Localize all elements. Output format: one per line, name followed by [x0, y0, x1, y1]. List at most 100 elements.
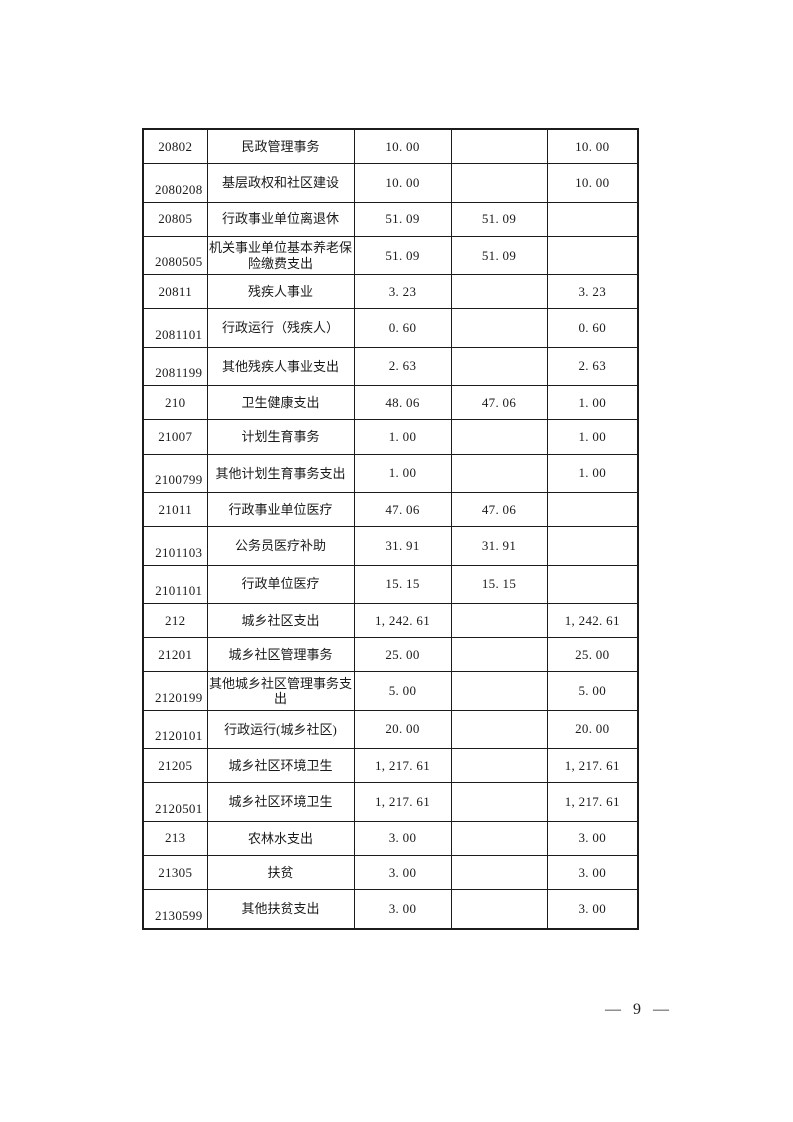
value-cell: 25. 00: [546, 637, 639, 673]
table-row: 2101103 公务员医疗补助 31. 91 31. 91: [142, 526, 639, 566]
name-cell: 行政单位医疗: [206, 564, 355, 604]
value-cell: 5. 00: [353, 671, 452, 711]
value-cell: 3. 00: [353, 820, 452, 856]
name-cell: 扶贫: [206, 854, 355, 891]
value-cell: 47. 06: [450, 491, 548, 528]
table-row: 2130599 其他扶贫支出 3. 00 3. 00: [142, 889, 639, 930]
table-row: 20805 行政事业单位离退休 51. 09 51. 09: [142, 201, 639, 237]
name-cell: 行政运行(城乡社区): [206, 709, 355, 750]
value-cell: 15. 15: [353, 564, 452, 604]
value-cell: 51. 09: [450, 235, 548, 276]
value-cell: 31. 91: [450, 526, 548, 566]
code-cell: 2120501: [142, 782, 208, 822]
name-cell: 行政运行（残疾人）: [206, 308, 355, 348]
value-cell: [450, 346, 548, 387]
value-cell: 25. 00: [353, 637, 452, 673]
value-cell: [450, 854, 548, 891]
page-number: — 9 —: [605, 1001, 669, 1018]
value-cell: 1, 217. 61: [546, 748, 639, 784]
value-cell: [450, 128, 548, 165]
name-cell: 民政管理事务: [206, 128, 355, 165]
value-cell: 3. 00: [353, 854, 452, 891]
name-cell: 公务员医疗补助: [206, 526, 355, 566]
value-cell: [450, 671, 548, 711]
code-cell: 2101101: [142, 564, 208, 604]
code-cell: 2080505: [142, 235, 208, 276]
table-row: 20802 民政管理事务 10. 00 10. 00: [142, 128, 639, 165]
table-row: 21201 城乡社区管理事务 25. 00 25. 00: [142, 637, 639, 673]
value-cell: [450, 637, 548, 673]
value-cell: 1. 00: [353, 419, 452, 455]
code-cell: 210: [142, 385, 208, 421]
value-cell: 47. 06: [450, 385, 548, 421]
value-cell: 3. 00: [546, 889, 639, 930]
name-cell: 其他计划生育事务支出: [206, 453, 355, 493]
code-cell: 21011: [142, 491, 208, 528]
value-cell: 51. 09: [353, 235, 452, 276]
table-body: 20802 民政管理事务 10. 00 10. 00 2080208 基层政权和社区建设 1…: [142, 128, 639, 930]
value-cell: [450, 709, 548, 750]
table-row: 2081199 其他残疾人事业支出 2. 63 2. 63: [142, 346, 639, 387]
code-cell: 2130599: [142, 889, 208, 930]
value-cell: [546, 526, 639, 566]
value-cell: 51. 09: [450, 201, 548, 237]
code-cell: 2081101: [142, 308, 208, 348]
name-cell: 城乡社区环境卫生: [206, 782, 355, 822]
value-cell: 10. 00: [353, 163, 452, 203]
code-cell: 21205: [142, 748, 208, 784]
value-cell: 1, 242. 61: [546, 602, 639, 639]
code-cell: 21007: [142, 419, 208, 455]
code-cell: 2120199: [142, 671, 208, 711]
code-cell: 2081199: [142, 346, 208, 387]
value-cell: 10. 00: [546, 163, 639, 203]
value-cell: 2. 63: [353, 346, 452, 387]
value-cell: 3. 00: [353, 889, 452, 930]
value-cell: 0. 60: [353, 308, 452, 348]
name-cell: 残疾人事业: [206, 274, 355, 310]
table-row: 20811 残疾人事业 3. 23 3. 23: [142, 274, 639, 310]
code-cell: 212: [142, 602, 208, 639]
code-cell: 2101103: [142, 526, 208, 566]
value-cell: 48. 06: [353, 385, 452, 421]
code-cell: 20805: [142, 201, 208, 237]
value-cell: 1, 217. 61: [353, 782, 452, 822]
name-cell: 农林水支出: [206, 820, 355, 856]
name-cell: 机关事业单位基本养老保险缴费支出: [206, 235, 355, 276]
name-cell: 城乡社区环境卫生: [206, 748, 355, 784]
name-cell: 计划生育事务: [206, 419, 355, 455]
value-cell: 15. 15: [450, 564, 548, 604]
value-cell: [546, 235, 639, 276]
table-row: 2101101 行政单位医疗 15. 15 15. 15: [142, 564, 639, 604]
code-cell: 213: [142, 820, 208, 856]
value-cell: 1, 242. 61: [353, 602, 452, 639]
value-cell: [450, 163, 548, 203]
value-cell: 20. 00: [353, 709, 452, 750]
name-cell: 行政事业单位离退休: [206, 201, 355, 237]
code-cell: 20802: [142, 128, 208, 165]
value-cell: 3. 00: [546, 854, 639, 891]
name-cell: 其他残疾人事业支出: [206, 346, 355, 387]
value-cell: [450, 274, 548, 310]
value-cell: 3. 23: [353, 274, 452, 310]
table-row: 213 农林水支出 3. 00 3. 00: [142, 820, 639, 856]
value-cell: [546, 201, 639, 237]
value-cell: [450, 782, 548, 822]
name-cell: 其他扶贫支出: [206, 889, 355, 930]
value-cell: 31. 91: [353, 526, 452, 566]
value-cell: 10. 00: [546, 128, 639, 165]
value-cell: [450, 308, 548, 348]
value-cell: 1, 217. 61: [353, 748, 452, 784]
value-cell: [546, 491, 639, 528]
code-cell: 20811: [142, 274, 208, 310]
value-cell: 2. 63: [546, 346, 639, 387]
value-cell: 10. 00: [353, 128, 452, 165]
table-row: 212 城乡社区支出 1, 242. 61 1, 242. 61: [142, 602, 639, 639]
value-cell: [450, 820, 548, 856]
value-cell: 1, 217. 61: [546, 782, 639, 822]
name-cell: 行政事业单位医疗: [206, 491, 355, 528]
name-cell: 城乡社区管理事务: [206, 637, 355, 673]
value-cell: 47. 06: [353, 491, 452, 528]
table-row: 2081101 行政运行（残疾人） 0. 60 0. 60: [142, 308, 639, 348]
table-row: 2080208 基层政权和社区建设 10. 00 10. 00: [142, 163, 639, 203]
budget-expenditure-table: 20802 民政管理事务 10. 00 10. 00 2080208 基层政权和社区建设 1…: [142, 128, 639, 930]
